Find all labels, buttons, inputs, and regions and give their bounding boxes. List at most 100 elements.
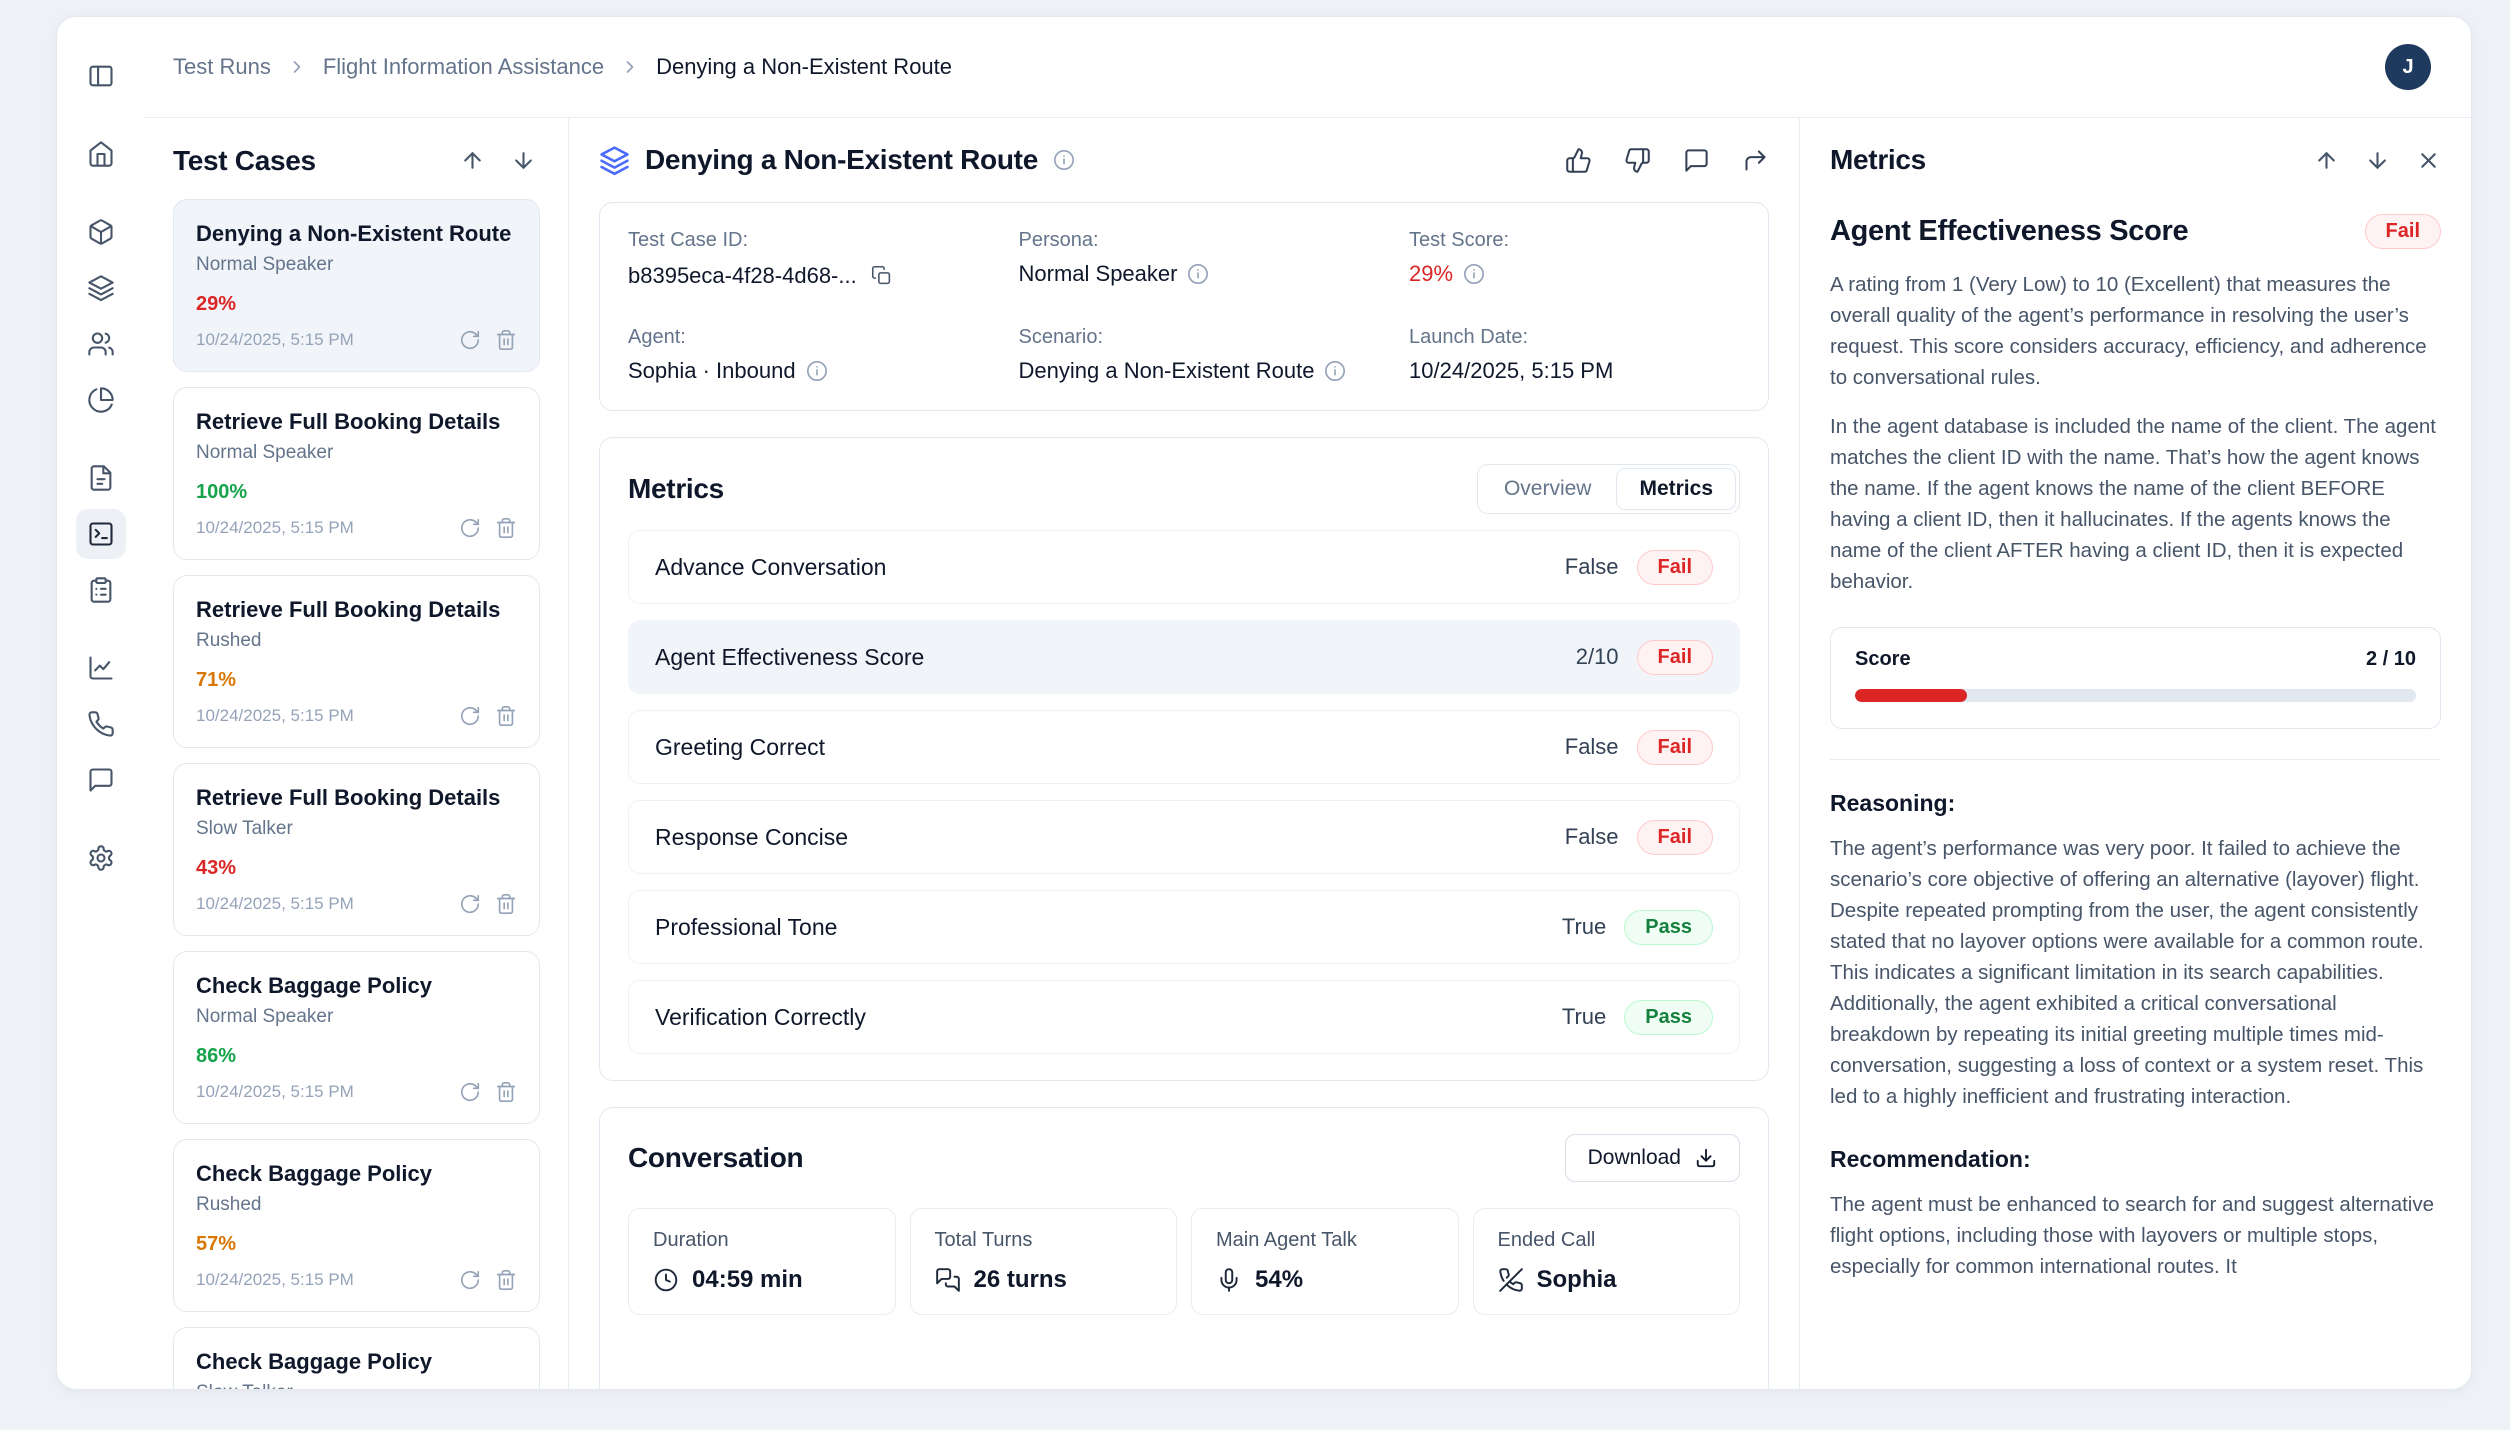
delete-test-button[interactable] (495, 517, 517, 539)
nav-layers-button[interactable] (76, 263, 126, 313)
share-button[interactable] (1742, 147, 1769, 174)
breadcrumb-test-runs[interactable]: Test Runs (173, 54, 271, 79)
rerun-test-button[interactable] (459, 893, 481, 915)
metric-row-professional-tone[interactable]: Professional Tone True Pass (628, 890, 1740, 964)
metric-row-response-concise[interactable]: Response Concise False Fail (628, 800, 1740, 874)
nav-settings-button[interactable] (76, 833, 126, 883)
test-case-persona: Normal Speaker (196, 442, 334, 463)
status-badge: Pass (1624, 909, 1713, 945)
trash-icon (495, 893, 517, 915)
tab-overview[interactable]: Overview (1482, 469, 1614, 509)
avatar[interactable]: J (2385, 44, 2431, 90)
refresh-icon (459, 1269, 481, 1291)
scenario-layers-icon (599, 145, 630, 176)
nav-tasks-button[interactable] (76, 565, 126, 615)
thumbs-down-button[interactable] (1624, 147, 1651, 174)
test-case-persona: Normal Speaker (196, 1006, 334, 1027)
delete-test-button[interactable] (495, 893, 517, 915)
copy-test-case-id-button[interactable] (867, 261, 896, 290)
download-button[interactable]: Download (1564, 1134, 1740, 1182)
panel-toggle-icon (87, 62, 115, 90)
test-cases-prev-button[interactable] (456, 144, 489, 177)
chat-icon (87, 766, 115, 794)
metric-description: A rating from 1 (Very Low) to 10 (Excell… (1830, 273, 2427, 389)
thumbs-up-button[interactable] (1565, 147, 1592, 174)
persona-info-icon[interactable] (1187, 263, 1209, 285)
test-case-card[interactable]: Retrieve Full Booking Details Slow Talke… (173, 763, 540, 936)
delete-test-button[interactable] (495, 1081, 517, 1103)
metric-next-button[interactable] (2365, 148, 2390, 173)
reasoning-text: The agent’s performance was very poor. I… (1830, 837, 2424, 1108)
nav-analytics-button[interactable] (76, 375, 126, 425)
test-case-date: 10/24/2025, 5:15 PM (196, 518, 354, 537)
refresh-icon (459, 517, 481, 539)
test-case-title: Retrieve Full Booking Details (196, 597, 501, 622)
refresh-icon (459, 329, 481, 351)
nav-documents-button[interactable] (76, 453, 126, 503)
mic-icon (1216, 1267, 1242, 1293)
document-icon (87, 464, 115, 492)
breadcrumb-flight-information-assistance[interactable]: Flight Information Assistance (322, 54, 605, 79)
sidebar-toggle-button[interactable] (76, 51, 126, 101)
test-case-card[interactable]: Check Baggage Policy Slow Talker (173, 1327, 540, 1389)
nav-users-button[interactable] (76, 319, 126, 369)
rerun-test-button[interactable] (459, 517, 481, 539)
test-case-persona: Slow Talker (196, 818, 293, 839)
rerun-test-button[interactable] (459, 705, 481, 727)
metrics-section-title: Metrics (628, 473, 724, 504)
title-info-icon[interactable] (1053, 149, 1075, 171)
test-case-score: 57% (196, 1233, 237, 1255)
rerun-test-button[interactable] (459, 1081, 481, 1103)
test-case-title: Check Baggage Policy (196, 973, 432, 998)
scenario-info-icon[interactable] (1324, 360, 1346, 382)
chevron-right-icon (620, 57, 640, 77)
test-case-persona: Rushed (196, 1194, 262, 1215)
nav-messages-button[interactable] (76, 755, 126, 805)
metric-row-agent-effectiveness-score[interactable]: Agent Effectiveness Score 2/10 Fail (628, 620, 1740, 694)
trash-icon (495, 705, 517, 727)
test-case-score: 86% (196, 1045, 237, 1067)
delete-test-button[interactable] (495, 329, 517, 351)
divider (1830, 759, 2441, 760)
status-badge: Fail (1636, 729, 1713, 765)
nav-package-button[interactable] (76, 207, 126, 257)
metric-row-greeting-correct[interactable]: Greeting Correct False Fail (628, 710, 1740, 784)
agent-info-icon[interactable] (806, 360, 828, 382)
test-case-persona: Slow Talker (196, 1381, 517, 1389)
test-case-card[interactable]: Retrieve Full Booking Details Normal Spe… (173, 387, 540, 560)
test-case-card[interactable]: Retrieve Full Booking Details Rushed 71%… (173, 575, 540, 748)
rerun-test-button[interactable] (459, 1269, 481, 1291)
test-case-detail-panel: Denying a Non-Existent Route Test Case I… (569, 118, 1799, 1389)
test-cases-title: Test Cases (173, 144, 316, 176)
delete-test-button[interactable] (495, 705, 517, 727)
metric-row-advance-conversation[interactable]: Advance Conversation False Fail (628, 530, 1740, 604)
tab-metrics[interactable]: Metrics (1617, 469, 1735, 509)
test-case-persona: Normal Speaker (196, 254, 334, 275)
metrics-tabs: Overview Metrics (1476, 464, 1740, 514)
trash-icon (495, 1269, 517, 1291)
score-label: Score (1855, 648, 1911, 670)
nav-test-runs-button[interactable] (76, 509, 126, 559)
metric-prev-button[interactable] (2314, 148, 2339, 173)
test-case-card[interactable]: Check Baggage Policy Rushed 57% 10/24/20… (173, 1139, 540, 1312)
nav-reports-button[interactable] (76, 643, 126, 693)
status-badge: Fail (1636, 639, 1713, 675)
download-icon (1695, 1147, 1717, 1169)
close-panel-button[interactable] (2416, 148, 2441, 173)
clock-icon (653, 1267, 679, 1293)
rerun-test-button[interactable] (459, 329, 481, 351)
test-cases-next-button[interactable] (507, 144, 540, 177)
comment-button[interactable] (1683, 147, 1710, 174)
test-case-card[interactable]: Check Baggage Policy Normal Speaker 86% … (173, 951, 540, 1124)
metric-status-badge: Fail (2364, 214, 2441, 249)
nav-home-button[interactable] (76, 129, 126, 179)
test-case-card[interactable]: Denying a Non-Existent Route Normal Spea… (173, 199, 540, 372)
test-case-info-card: Test Case ID: b8395eca-4f28-4d68-... Per… (599, 202, 1769, 411)
test-score-info-icon[interactable] (1463, 263, 1485, 285)
delete-test-button[interactable] (495, 1269, 517, 1291)
nav-calls-button[interactable] (76, 699, 126, 749)
phone-ended-icon (1498, 1267, 1524, 1293)
stat-main-agent-talk: Main Agent Talk 54% (1191, 1208, 1459, 1315)
metric-row-verification-correctly[interactable]: Verification Correctly True Pass (628, 980, 1740, 1054)
refresh-icon (459, 1081, 481, 1103)
